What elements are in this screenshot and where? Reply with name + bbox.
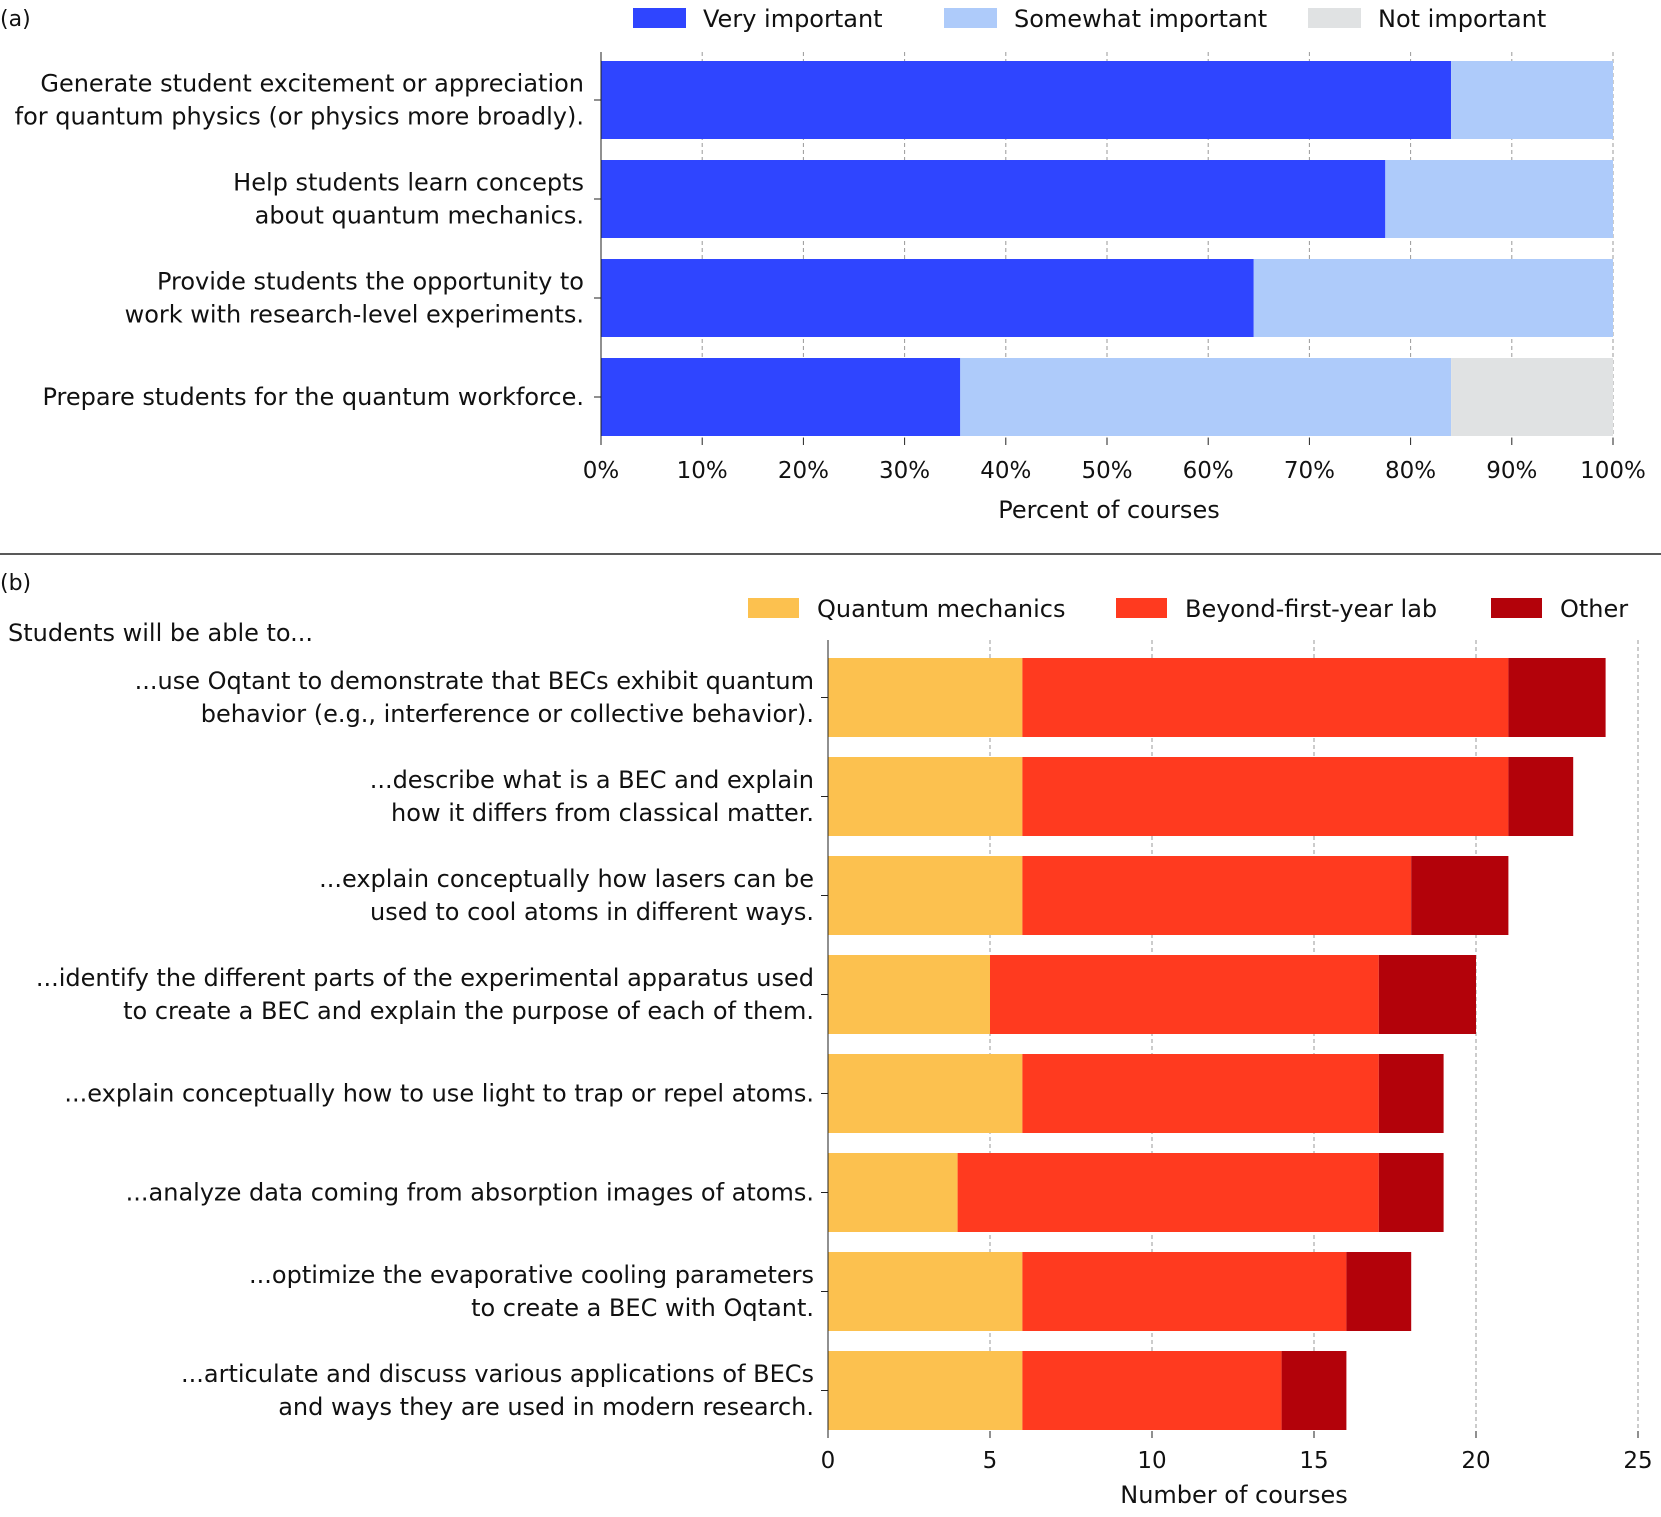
category-label: to create a BEC and explain the purpose … bbox=[123, 997, 814, 1025]
x-tick-label: 25 bbox=[1623, 1448, 1652, 1474]
legend-swatch bbox=[1116, 598, 1167, 618]
bar-segment-other bbox=[1378, 1054, 1444, 1133]
panel-a-category-labels: Generate student excitement or appreciat… bbox=[15, 70, 584, 412]
legend-swatch bbox=[944, 8, 997, 28]
x-tick-label: 0 bbox=[821, 1448, 836, 1474]
bar-segment-other bbox=[1378, 955, 1476, 1034]
bar-segment-quantum-mechanics bbox=[828, 658, 1023, 737]
bar-segment-beyond-first-year-lab bbox=[957, 1153, 1379, 1232]
bar-segment-other bbox=[1508, 658, 1606, 737]
bar-segment-somewhat-important bbox=[1451, 61, 1613, 139]
bar-segment-quantum-mechanics bbox=[828, 1054, 1023, 1133]
bar-segment-quantum-mechanics bbox=[828, 1351, 1023, 1430]
category-label: to create a BEC with Oqtant. bbox=[471, 1294, 814, 1322]
x-tick-label: 70% bbox=[1284, 458, 1335, 484]
category-label: ...analyze data coming from absorption i… bbox=[126, 1179, 814, 1207]
legend-swatch bbox=[748, 598, 799, 618]
panel-b-category-labels: ...use Oqtant to demonstrate that BECs e… bbox=[36, 667, 814, 1421]
x-tick-label: 20% bbox=[778, 458, 829, 484]
bar-segment-quantum-mechanics bbox=[828, 1252, 1023, 1331]
bar-segment-other bbox=[1281, 1351, 1347, 1430]
category-label: for quantum physics (or physics more bro… bbox=[15, 103, 584, 131]
x-tick-label: 80% bbox=[1385, 458, 1436, 484]
category-label: ...explain conceptually how lasers can b… bbox=[319, 865, 814, 893]
x-tick-label: 100% bbox=[1580, 458, 1646, 484]
panel-b-label: (b) bbox=[0, 571, 31, 596]
legend-label: Quantum mechanics bbox=[817, 595, 1065, 623]
panel-a-label: (a) bbox=[0, 7, 31, 32]
legend-swatch bbox=[1308, 8, 1361, 28]
bar-segment-other bbox=[1378, 1153, 1444, 1232]
bar-segment-very-important bbox=[601, 160, 1386, 238]
panel-a-x-ticks: 0% 10% 20% 30% 40% 50% 60% 70% 80% 90% 100% bbox=[583, 52, 1646, 484]
panel-a-legend: Very important Somewhat important Not impo… bbox=[633, 5, 1546, 33]
category-label: work with research-level experiments. bbox=[125, 301, 584, 329]
x-tick-label: 60% bbox=[1183, 458, 1234, 484]
x-tick-label: 20 bbox=[1461, 1448, 1490, 1474]
legend-label: Somewhat important bbox=[1014, 5, 1267, 33]
category-label: ...describe what is a BEC and explain bbox=[370, 766, 814, 794]
legend-label: Other bbox=[1560, 595, 1628, 623]
category-label: ...optimize the evaporative cooling para… bbox=[249, 1261, 814, 1289]
bar-segment-other bbox=[1411, 856, 1509, 935]
panel-b-legend: Quantum mechanics Beyond-first-year lab Ot… bbox=[748, 595, 1628, 623]
x-tick-label: 5 bbox=[983, 1448, 998, 1474]
bar-segment-beyond-first-year-lab bbox=[990, 955, 1379, 1034]
panel-b-x-axis-title: Number of courses bbox=[1120, 1481, 1348, 1509]
bar-segment-beyond-first-year-lab bbox=[1022, 1252, 1347, 1331]
x-tick-label: 10 bbox=[1137, 1448, 1166, 1474]
category-label: used to cool atoms in different ways. bbox=[370, 898, 814, 926]
bar-segment-quantum-mechanics bbox=[828, 856, 1023, 935]
x-tick-label: 10% bbox=[677, 458, 728, 484]
bar-segment-somewhat-important bbox=[960, 358, 1452, 436]
category-label: Help students learn concepts bbox=[233, 169, 584, 197]
bar-segment-other bbox=[1346, 1252, 1412, 1331]
panel-b: (b) Students will be able to... ...use O… bbox=[0, 571, 1653, 1509]
category-label: ...use Oqtant to demonstrate that BECs e… bbox=[135, 667, 814, 695]
bar-segment-quantum-mechanics bbox=[828, 955, 990, 1034]
legend-swatch bbox=[633, 8, 686, 28]
category-label: about quantum mechanics. bbox=[255, 202, 584, 230]
x-tick-label: 15 bbox=[1299, 1448, 1328, 1474]
panel-a-x-axis-title: Percent of courses bbox=[998, 496, 1219, 524]
bar-segment-somewhat-important bbox=[1385, 160, 1613, 238]
panel-a-bars bbox=[601, 61, 1613, 436]
x-tick-label: 30% bbox=[879, 458, 930, 484]
bar-segment-beyond-first-year-lab bbox=[1022, 1054, 1379, 1133]
bar-segment-somewhat-important bbox=[1253, 259, 1613, 337]
bar-segment-not-important bbox=[1451, 358, 1613, 436]
panel-b-subtitle: Students will be able to... bbox=[8, 619, 313, 647]
legend-label: Beyond-first-year lab bbox=[1185, 595, 1437, 623]
bar-segment-very-important bbox=[601, 61, 1452, 139]
category-label: ...explain conceptually how to use light… bbox=[64, 1080, 814, 1108]
bar-segment-other bbox=[1508, 757, 1574, 836]
category-label: how it differs from classical matter. bbox=[391, 799, 814, 827]
x-tick-label: 40% bbox=[980, 458, 1031, 484]
panel-b-x-ticks: 0 5 10 15 20 25 bbox=[821, 640, 1653, 1474]
category-label: Generate student excitement or appreciat… bbox=[40, 70, 584, 98]
legend-label: Very important bbox=[703, 5, 883, 33]
legend-swatch bbox=[1491, 598, 1542, 618]
panel-b-bars bbox=[828, 658, 1606, 1430]
category-label: behavior (e.g., interference or collecti… bbox=[201, 700, 814, 728]
bar-segment-quantum-mechanics bbox=[828, 757, 1023, 836]
category-label: Provide students the opportunity to bbox=[157, 268, 584, 296]
category-label: ...articulate and discuss various applic… bbox=[181, 1360, 814, 1388]
bar-segment-beyond-first-year-lab bbox=[1022, 757, 1509, 836]
panel-a: (a) Generate student excitement or appre… bbox=[0, 5, 1646, 524]
bar-segment-beyond-first-year-lab bbox=[1022, 1351, 1282, 1430]
x-tick-label: 50% bbox=[1081, 458, 1132, 484]
bar-segment-beyond-first-year-lab bbox=[1022, 856, 1412, 935]
bar-segment-beyond-first-year-lab bbox=[1022, 658, 1509, 737]
bar-segment-very-important bbox=[601, 259, 1254, 337]
category-label: and ways they are used in modern researc… bbox=[278, 1393, 814, 1421]
bar-segment-very-important bbox=[601, 358, 961, 436]
bar-segment-quantum-mechanics bbox=[828, 1153, 958, 1232]
legend-label: Not important bbox=[1378, 5, 1546, 33]
x-tick-label: 0% bbox=[583, 458, 620, 484]
category-label: ...identify the different parts of the e… bbox=[36, 964, 814, 992]
x-tick-label: 90% bbox=[1486, 458, 1537, 484]
category-label: Prepare students for the quantum workfor… bbox=[43, 383, 585, 411]
